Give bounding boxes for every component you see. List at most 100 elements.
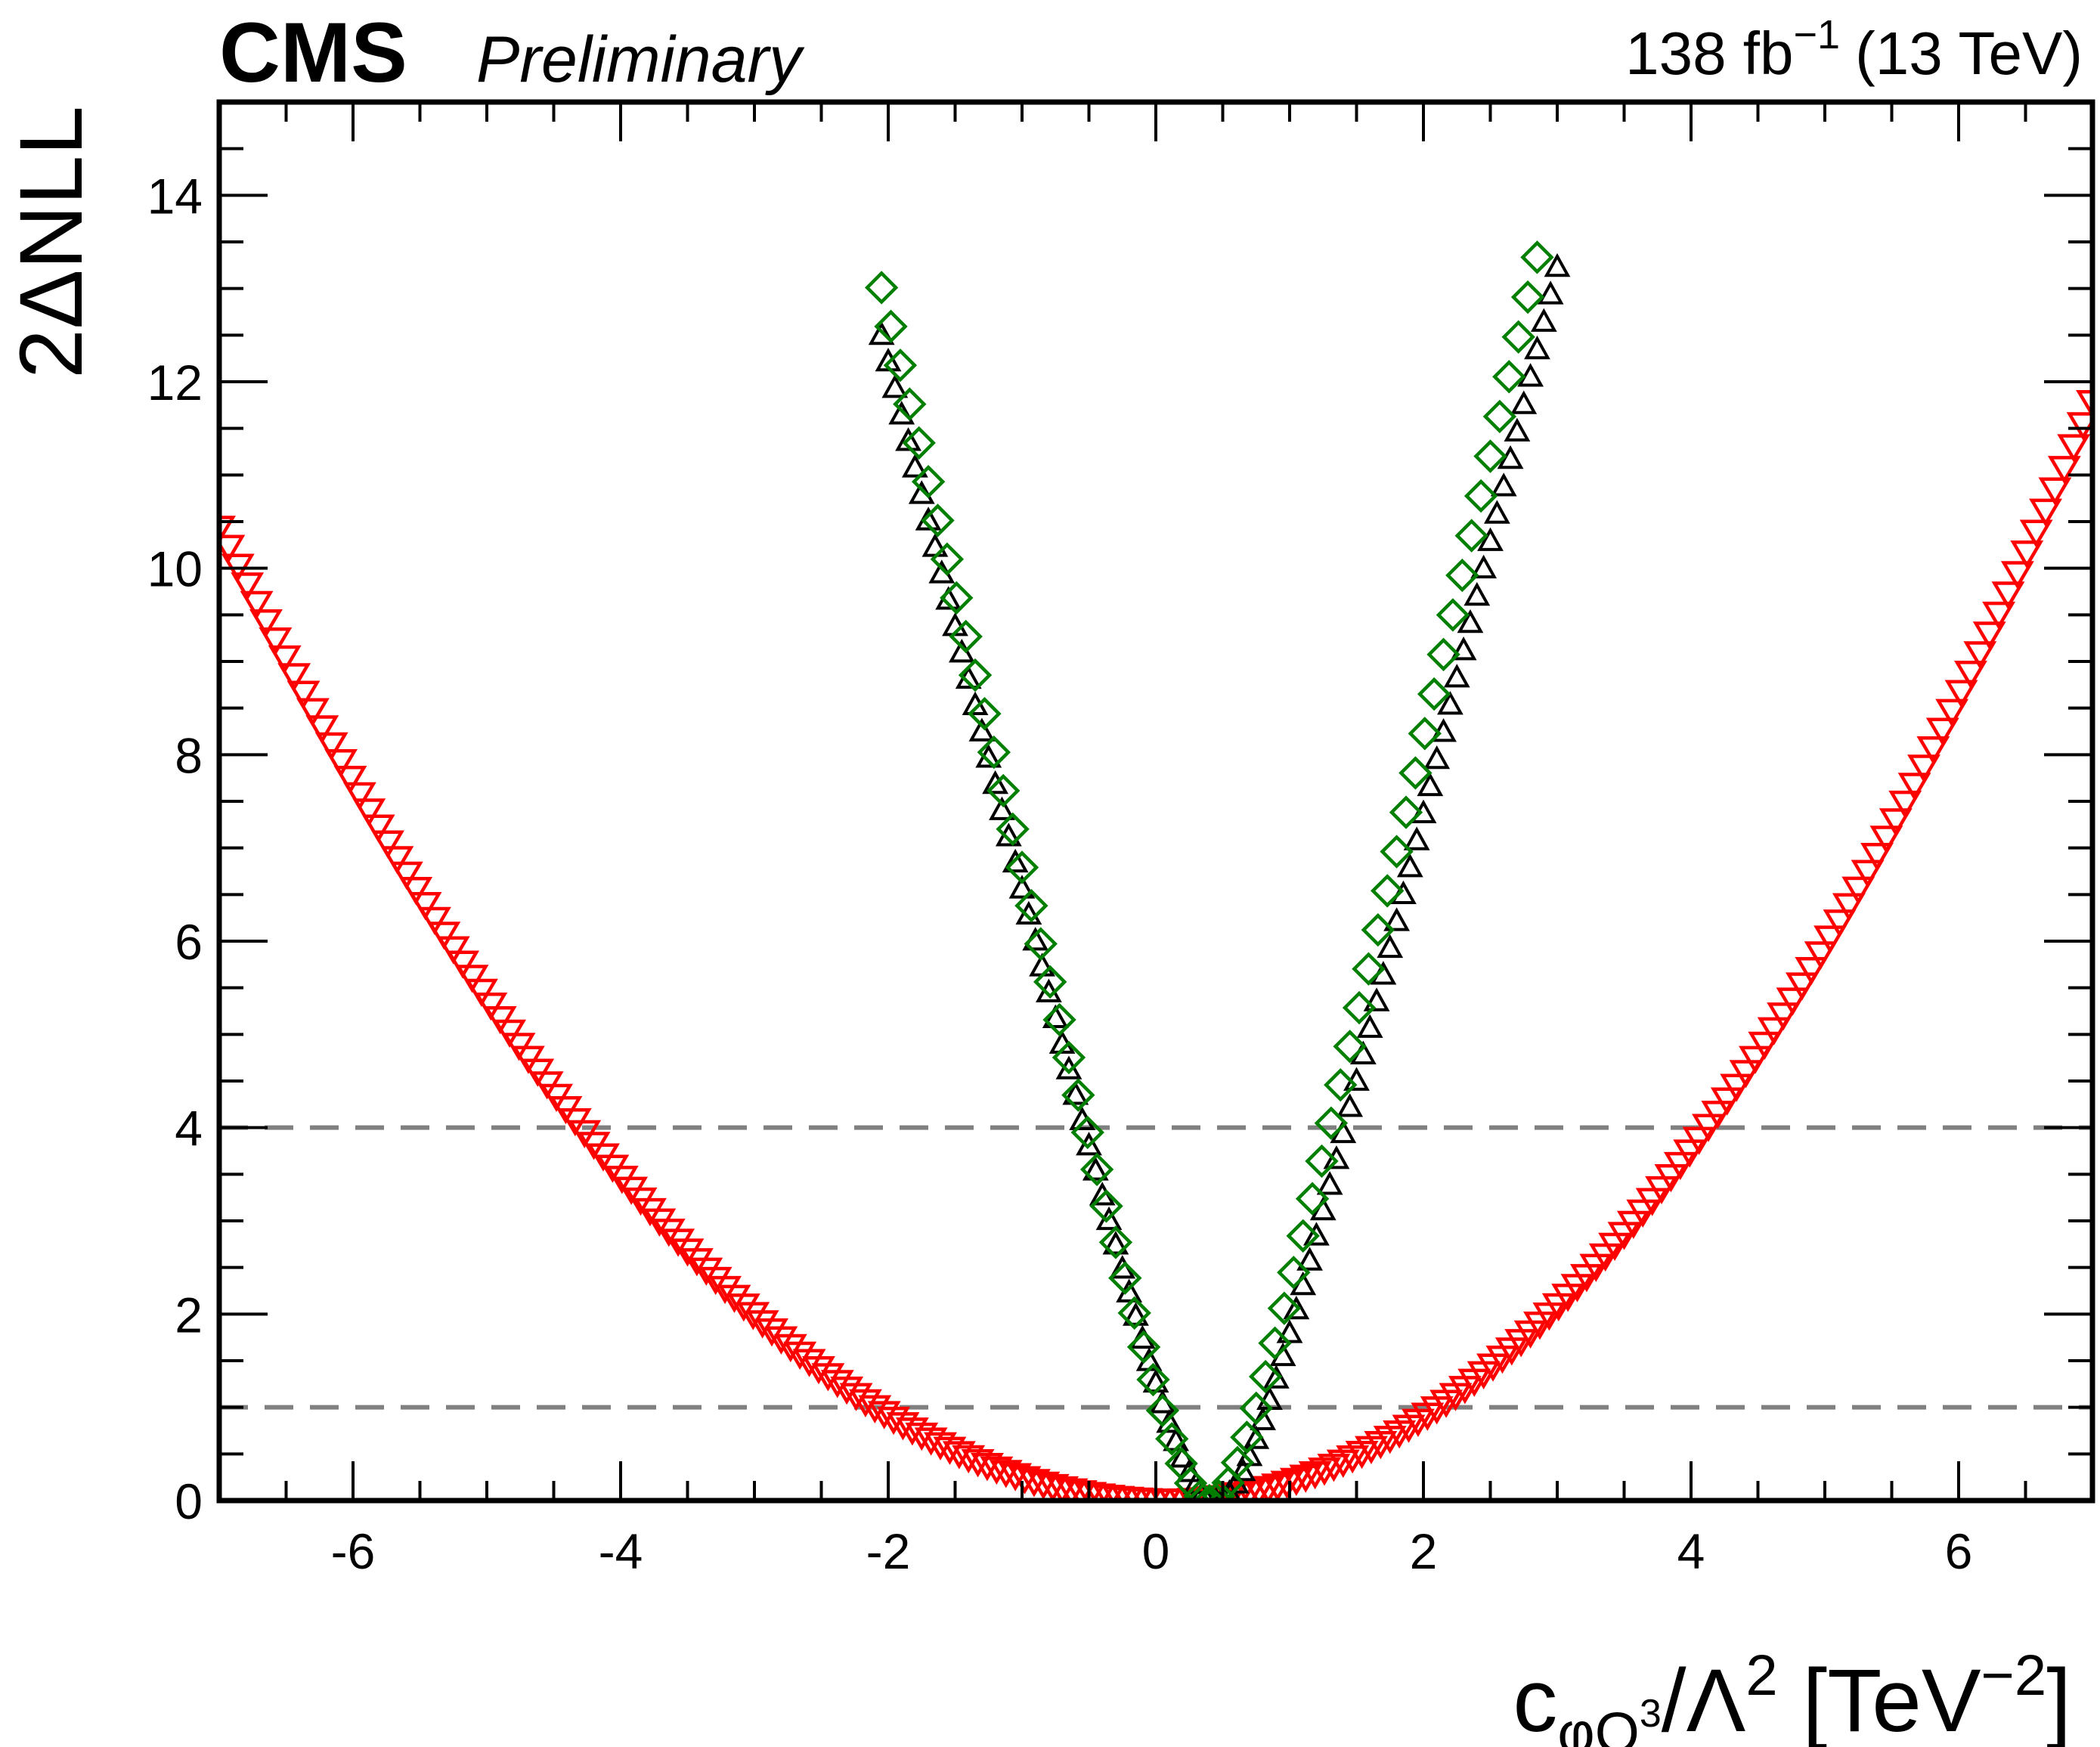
marker-point — [1710, 1087, 1744, 1116]
marker-point — [989, 796, 1015, 820]
marker-point — [1654, 1163, 1688, 1193]
marker-point — [1261, 1473, 1295, 1501]
marker-point — [1192, 1483, 1226, 1501]
marker-point — [219, 516, 236, 544]
marker-point — [1298, 1460, 1332, 1490]
marker-point — [1262, 1364, 1290, 1389]
marker-point — [1220, 1445, 1255, 1479]
x-label-sup: 2 — [1745, 1643, 1777, 1708]
marker-point — [1117, 1296, 1151, 1330]
marker-point — [661, 1228, 695, 1257]
marker-point — [1082, 1157, 1109, 1181]
marker-point — [1635, 1188, 1669, 1216]
marker-point — [1626, 1199, 1660, 1228]
marker-point — [1925, 717, 1959, 746]
marker-point — [249, 609, 283, 638]
marker-point — [1305, 1144, 1339, 1179]
marker-point — [1477, 527, 1504, 551]
marker-point — [231, 572, 265, 601]
marker-point — [1701, 1101, 1735, 1129]
marker-point — [1014, 888, 1048, 923]
marker-point — [389, 861, 423, 891]
marker-point — [2010, 541, 2044, 569]
series-black-open-up-triangles — [868, 252, 1571, 1501]
marker-point — [783, 1341, 817, 1371]
marker-point — [1389, 795, 1423, 829]
marker-point — [324, 749, 358, 778]
marker-point — [1314, 1106, 1349, 1140]
marker-point — [1423, 745, 1451, 770]
marker-point — [1437, 691, 1463, 715]
marker-point — [1027, 1471, 1061, 1500]
marker-point — [1463, 479, 1498, 513]
marker-point — [277, 663, 311, 692]
marker-point — [1841, 876, 1875, 905]
marker-point — [464, 978, 498, 1008]
marker-point — [1663, 1151, 1697, 1181]
marker-point — [1239, 1391, 1273, 1426]
marker-point — [1258, 1326, 1292, 1360]
marker-point — [342, 782, 376, 811]
x-tick-label: 2 — [1410, 1523, 1438, 1579]
y-tick-label: 6 — [175, 914, 203, 970]
y-tick-label: 8 — [175, 727, 203, 783]
cms-label: CMS — [219, 5, 407, 100]
marker-point — [902, 454, 928, 478]
marker-point — [1267, 1291, 1302, 1325]
marker-point — [2047, 456, 2081, 485]
marker-point — [1337, 1093, 1364, 1117]
marker-point — [1436, 598, 1470, 632]
marker-point — [689, 1257, 723, 1286]
x-label-sub: φQ — [1557, 1701, 1639, 1747]
marker-point — [314, 732, 348, 761]
marker-point — [1202, 1479, 1236, 1501]
marker-point — [455, 965, 489, 993]
marker-point — [1408, 717, 1442, 751]
marker-point — [1501, 320, 1535, 354]
marker-point — [764, 1326, 798, 1355]
marker-point — [1673, 1139, 1707, 1168]
marker-point — [408, 892, 442, 921]
marker-point — [1616, 1210, 1650, 1239]
marker-point — [1482, 399, 1517, 434]
marker-point — [1324, 1067, 1358, 1102]
marker-point — [1295, 1182, 1330, 1216]
y-tick-label: 4 — [175, 1101, 203, 1157]
marker-point — [1443, 664, 1470, 688]
x-label-unit-close: ] — [2046, 1651, 2071, 1747]
marker-point — [755, 1318, 788, 1347]
marker-point — [1897, 773, 1931, 801]
marker-point — [1795, 956, 1829, 986]
marker-point — [483, 1006, 517, 1035]
marker-point — [259, 627, 293, 656]
data-series-group — [219, 240, 2092, 1501]
marker-point — [1520, 240, 1554, 274]
marker-point — [1944, 680, 1978, 708]
marker-point — [671, 1238, 705, 1267]
x-axis-label: cφQ3/Λ2 [TeV−2] — [1513, 1643, 2071, 1747]
marker-point — [1879, 808, 1913, 837]
marker-point — [1277, 1256, 1311, 1290]
marker-point — [1426, 637, 1460, 671]
marker-point — [1303, 1222, 1330, 1246]
marker-point — [968, 696, 1002, 731]
marker-point — [1445, 558, 1479, 593]
marker-point — [1036, 1473, 1070, 1501]
marker-point — [1470, 554, 1498, 579]
marker-point — [371, 830, 404, 859]
luminosity-label: 138 fb−1 (13 TeV) — [1625, 12, 2083, 87]
marker-point — [1251, 1476, 1285, 1501]
marker-point — [1776, 987, 1810, 1016]
marker-point — [802, 1356, 835, 1385]
marker-point — [1229, 1457, 1256, 1482]
marker-point — [446, 950, 480, 979]
marker-point — [1055, 1055, 1083, 1079]
x-tick-label: 6 — [1945, 1523, 1973, 1579]
marker-point — [773, 1333, 807, 1363]
y-tick-label: 10 — [147, 541, 203, 597]
marker-point — [736, 1302, 770, 1330]
marker-point — [792, 1349, 826, 1377]
marker-point — [380, 846, 414, 875]
energy-value: (13 TeV) — [1855, 20, 2083, 87]
marker-point — [949, 619, 983, 654]
